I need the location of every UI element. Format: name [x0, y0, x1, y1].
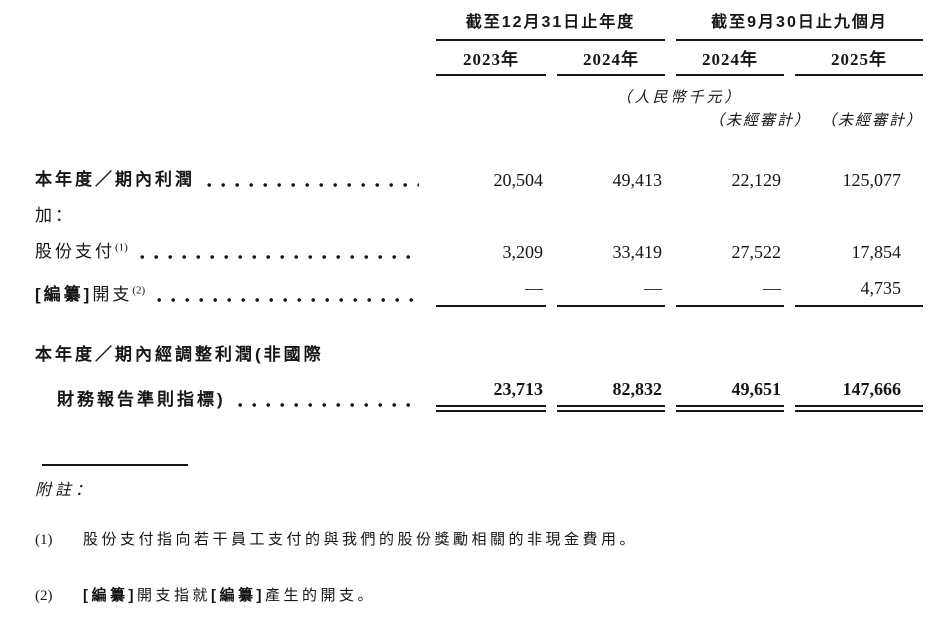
- dot-leader: [139, 254, 419, 260]
- value-redacted-9m2025: 4,735: [795, 276, 923, 307]
- dot-leader: [237, 402, 419, 408]
- redacted-tag: [編纂]: [35, 285, 93, 304]
- value-profit-2024: 49,413: [612, 170, 663, 190]
- footnote-2-marker: (2): [35, 588, 53, 604]
- row-label-cell: 加：: [35, 204, 425, 228]
- table-row-share-based-payment: 股份支付(1) 3,209 33,419 27,522 17,854: [35, 240, 923, 264]
- row-label-profit: 本年度／期內利潤: [35, 170, 195, 189]
- table-row-add: 加：: [35, 204, 923, 228]
- value-sbp-2023: 3,209: [502, 242, 544, 262]
- column-group-nine-months-sep30: 截至9月30日止九個月: [676, 12, 923, 41]
- row-label-cell: 本年度／期內經調整利潤(非國際: [35, 343, 425, 367]
- row-label-adjusted-profit-line1: 本年度／期內經調整利潤(非國際: [35, 345, 324, 364]
- table-header-years: 2023年 2024年 2024年 2025年: [35, 49, 923, 76]
- column-group-year-ended-dec31: 截至12月31日止年度: [436, 12, 665, 41]
- footnote-1: (1) 股份支付指向若干員工支付的與我們的股份獎勵相關的非現金費用。: [35, 530, 929, 551]
- value-profit-9m2024: 22,129: [731, 170, 782, 190]
- value-profit-2023: 20,504: [493, 170, 544, 190]
- footnotes-heading: 附註：: [35, 482, 96, 499]
- footnote-ref-2: (2): [132, 284, 146, 297]
- table-row-adjusted-profit-label: 本年度／期內經調整利潤(非國際: [35, 343, 923, 367]
- value-sbp-9m2024: 27,522: [731, 242, 782, 262]
- value-adjusted-2024: 82,832: [557, 377, 665, 412]
- footnote-1-text: 股份支付指向若干員工支付的與我們的股份獎勵相關的非現金費用。: [83, 532, 639, 548]
- value-sbp-9m2025: 17,854: [851, 242, 902, 262]
- table-unaudited-row: （未經審計） （未經審計）: [35, 111, 923, 132]
- currency-unit-note: （人民幣千元）: [616, 90, 743, 106]
- row-label-add: 加：: [35, 206, 75, 225]
- dot-leader: [207, 182, 419, 188]
- row-label-cell: 本年度／期內利潤: [35, 168, 425, 192]
- unaudited-note-col3: （未經審計）: [708, 113, 811, 129]
- value-adjusted-9m2024: 49,651: [676, 377, 784, 412]
- column-header-2023: 2023年: [436, 49, 546, 76]
- table-row-adjusted-profit: 財務報告準則指標) 23,713 82,832 49,651 147,666: [35, 377, 923, 412]
- unaudited-note-col4: （未經審計）: [820, 113, 923, 129]
- value-redacted-9m2024: —: [676, 276, 784, 307]
- column-header-2025-interim: 2025年: [795, 49, 923, 76]
- row-label-redacted-expense: [編纂]開支(2): [35, 284, 146, 304]
- footnote-divider: [42, 464, 188, 466]
- value-adjusted-2023: 23,713: [436, 377, 546, 412]
- value-redacted-2024: —: [557, 276, 665, 307]
- redacted-tag: [編纂]: [211, 587, 266, 604]
- table-header-groups: 截至12月31日止年度 截至9月30日止九個月: [35, 12, 923, 41]
- unaudited-notes: （未經審計） （未經審計）: [676, 111, 923, 132]
- redacted-tag: [編纂]: [83, 587, 137, 604]
- footnote-2: (2) [編纂]開支指就[編纂]產生的開支。: [35, 585, 929, 607]
- row-label-cell: 財務報告準則指標): [35, 388, 425, 412]
- row-label-cell: 股份支付(1): [35, 240, 425, 264]
- value-sbp-2024: 33,419: [612, 242, 663, 262]
- table-row-profit: 本年度／期內利潤 20,504 49,413 22,129 125,077: [35, 168, 923, 192]
- column-header-2024-interim: 2024年: [676, 49, 784, 76]
- table-unit-row: （人民幣千元）: [35, 88, 923, 109]
- row-label-cell: [編纂]開支(2): [35, 283, 425, 307]
- value-adjusted-9m2025: 147,666: [795, 377, 923, 412]
- value-redacted-2023: —: [436, 276, 546, 307]
- table-row-redacted-expense: [編纂]開支(2) — — — 4,735: [35, 276, 923, 307]
- financial-table: 截至12月31日止年度 截至9月30日止九個月 2023年 2024年 2024…: [35, 0, 923, 412]
- footnote-2-text: [編纂]開支指就[編纂]產生的開支。: [83, 587, 377, 604]
- dot-leader: [157, 297, 419, 303]
- column-header-2024: 2024年: [557, 49, 665, 76]
- row-label-adjusted-profit-line2: 財務報告準則指標): [57, 390, 226, 409]
- row-label-share-based-payment: 股份支付(1): [35, 241, 128, 261]
- footnote-ref-1: (1): [115, 241, 128, 254]
- value-profit-9m2025: 125,077: [842, 170, 902, 190]
- footnote-1-marker: (1): [35, 532, 53, 548]
